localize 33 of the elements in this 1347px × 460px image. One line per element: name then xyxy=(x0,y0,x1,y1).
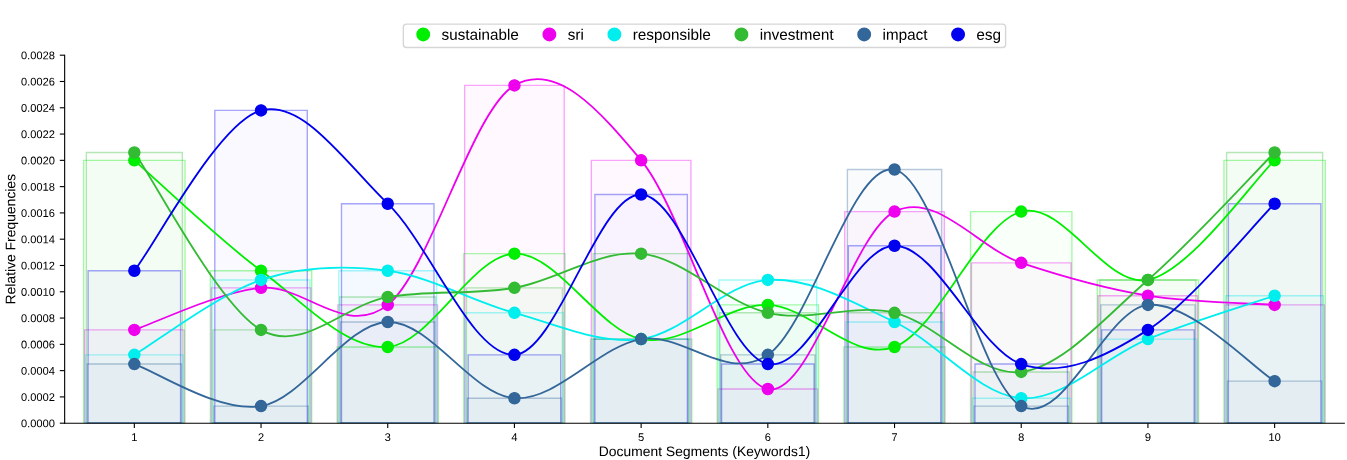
y-tick-label: 0.0014 xyxy=(21,235,55,244)
x-tick-label: 9 xyxy=(1145,433,1151,442)
x-tick-label: 8 xyxy=(1018,433,1024,442)
y-tick-label: 0.0012 xyxy=(21,261,55,270)
legend-label: investment xyxy=(760,28,834,40)
x-tick-label: 2 xyxy=(258,433,264,441)
y-tick-label: 0.0000 xyxy=(21,419,55,428)
y-tick-label: 0.0002 xyxy=(21,393,55,402)
legend-label: sri xyxy=(568,28,583,40)
x-tick-label: 4 xyxy=(511,433,518,441)
legend-label: esg xyxy=(977,31,1001,43)
x-tick-label: 3 xyxy=(385,433,391,442)
y-tick-label: 0.0022 xyxy=(21,130,55,139)
x-tick-label: 6 xyxy=(765,433,771,442)
x-axis-title: Document Segments (Keywords1) xyxy=(599,446,810,459)
y-axis-title: Relative Frequencies xyxy=(5,174,19,304)
legend-label: sustainable xyxy=(441,28,519,40)
legend-label: impact xyxy=(883,28,928,43)
y-tick-label: 0.0020 xyxy=(21,156,55,165)
y-tick-label: 0.0016 xyxy=(21,209,55,218)
x-tick-label: 10 xyxy=(1269,433,1281,442)
y-tick-label: 0.0008 xyxy=(21,314,55,323)
y-tick-label: 0.0026 xyxy=(21,77,55,86)
y-tick-label: 0.0010 xyxy=(21,288,55,296)
y-tick-label: 0.0018 xyxy=(21,182,55,191)
legend-label: responsible xyxy=(633,28,711,43)
y-tick-label: 0.0004 xyxy=(21,366,55,375)
x-tick-label: 7 xyxy=(892,433,898,441)
x-tick-label: 1 xyxy=(132,433,137,441)
y-tick-label: 0.0006 xyxy=(21,340,55,349)
x-tick-label: 5 xyxy=(638,433,644,442)
y-tick-label: 0.0024 xyxy=(21,104,55,112)
y-tick-label: 0.0028 xyxy=(21,51,55,60)
